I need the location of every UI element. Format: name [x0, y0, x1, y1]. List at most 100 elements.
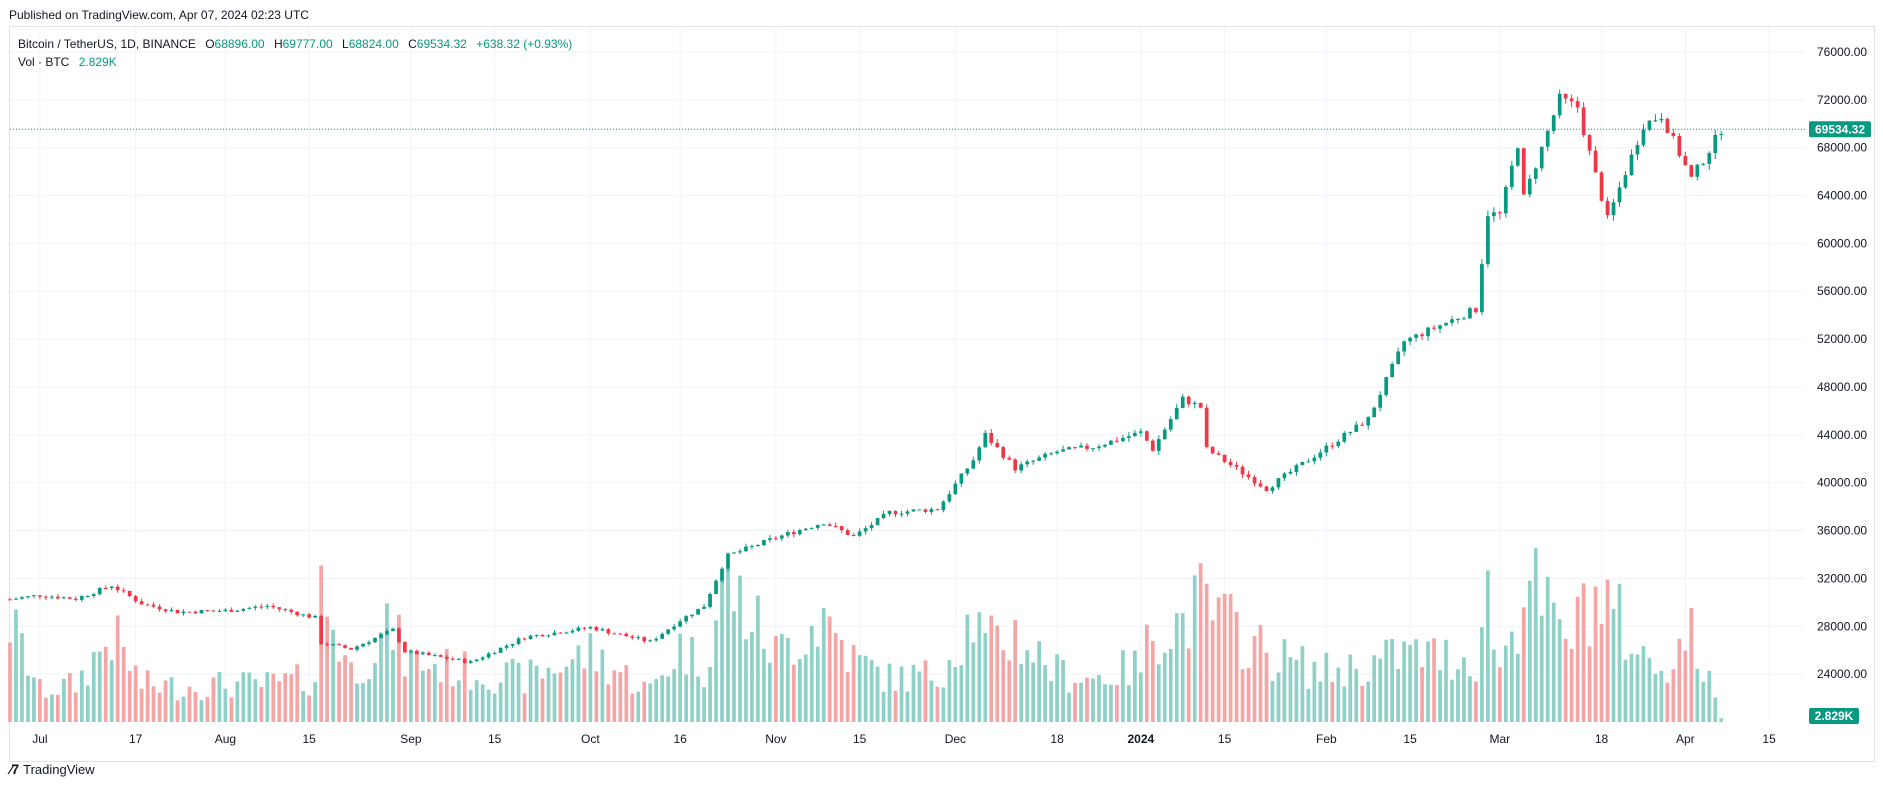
volume-bar: [971, 642, 976, 722]
candle-body: [821, 524, 826, 526]
volume-bar: [989, 615, 994, 722]
candle-body: [1138, 431, 1143, 433]
volume-bar: [1701, 681, 1706, 722]
candle-body: [1450, 319, 1454, 323]
volume-bar: [253, 679, 258, 722]
volume-bar: [1474, 681, 1478, 722]
high-key: H: [273, 37, 283, 51]
volume-bar: [1689, 607, 1694, 722]
candle-body: [1480, 263, 1484, 313]
candle-body: [1444, 322, 1448, 326]
volume-bar: [1168, 648, 1173, 722]
candle-body: [797, 530, 802, 535]
time-tick-label: Mar: [1490, 732, 1511, 746]
volume-bar: [151, 686, 156, 722]
published-header: Published on TradingView.com, Apr 07, 20…: [9, 8, 309, 22]
volume-bar: [672, 669, 677, 722]
candle-body: [1551, 115, 1556, 131]
volume-bar: [1599, 623, 1604, 722]
candle-body: [845, 530, 850, 535]
candle-body: [307, 614, 312, 618]
candle-body: [1509, 165, 1514, 187]
candle-body: [1414, 334, 1418, 338]
candle-body: [1653, 120, 1658, 122]
volume-bar: [1037, 641, 1041, 722]
volume-bar: [1019, 663, 1024, 722]
volume-bar: [953, 666, 958, 722]
volume-bar: [1210, 620, 1215, 722]
volume-bar: [337, 661, 341, 722]
candle-body: [905, 511, 910, 514]
candle-body: [1671, 132, 1676, 136]
volume-bar: [385, 603, 389, 722]
candle-body: [1115, 440, 1119, 442]
volume-bar: [1492, 649, 1496, 722]
candle-body: [1390, 363, 1395, 378]
volume-bar: [1174, 613, 1179, 722]
volume-bar: [1521, 607, 1526, 722]
candle-body: [1079, 445, 1083, 448]
volume-bar: [133, 665, 138, 722]
candle-body: [1127, 436, 1131, 438]
volume-bar: [474, 680, 479, 722]
tradingview-logo[interactable]: ⁄7 TradingView: [10, 761, 95, 777]
volume-bar: [1031, 662, 1036, 722]
volume-bar: [1049, 681, 1053, 722]
candle-body: [331, 644, 335, 646]
low-key: L: [342, 37, 349, 51]
volume-bar: [403, 676, 407, 722]
candle-body: [1025, 461, 1030, 465]
candle-body: [26, 596, 30, 598]
time-tick-label: 15: [1403, 732, 1417, 746]
candle-body: [1695, 164, 1700, 177]
candle-body: [1665, 118, 1670, 133]
candle-body: [965, 468, 970, 474]
candle-body: [1312, 457, 1317, 462]
volume-bar: [379, 632, 383, 722]
price-tick-label: 44000.00: [1817, 428, 1867, 442]
volume-bar: [762, 648, 766, 722]
price-tick-label: 56000.00: [1817, 284, 1867, 298]
candle-body: [1306, 461, 1311, 463]
candle-body: [1486, 216, 1490, 264]
volume-bar: [690, 637, 694, 722]
candle-body: [1174, 408, 1179, 420]
time-tick-label: 18: [1050, 732, 1064, 746]
volume-bar: [1306, 688, 1311, 722]
volume-bar: [570, 659, 575, 722]
candle-body: [887, 511, 892, 515]
volume-bar: [1342, 686, 1347, 722]
candle-body: [899, 513, 904, 515]
candle-body: [468, 661, 473, 663]
candle-body: [1121, 437, 1125, 442]
candle-body: [1581, 107, 1586, 136]
candle-body: [1647, 120, 1652, 130]
time-tick-label: Nov: [765, 732, 786, 746]
candle-body: [474, 659, 479, 662]
candle-body: [738, 551, 742, 553]
time-tick-label: 18: [1595, 732, 1609, 746]
volume-bar: [1061, 659, 1065, 722]
candle-body: [1282, 473, 1287, 479]
candle-body: [1192, 402, 1197, 405]
volume-bar: [1276, 672, 1281, 722]
volume-bar: [438, 682, 443, 722]
volume-bar: [444, 648, 449, 722]
volume-bar: [44, 697, 48, 722]
volume-bar: [1240, 669, 1245, 722]
candle-body: [1515, 148, 1520, 166]
price-tick-label: 68000.00: [1817, 141, 1867, 155]
volume-bar: [97, 651, 102, 722]
volume-bar: [1444, 639, 1448, 722]
volume-bar: [1025, 650, 1030, 722]
candle-body: [115, 586, 120, 591]
candle-body: [1641, 129, 1646, 145]
candle-body: [1258, 483, 1263, 487]
volume-bar: [277, 681, 282, 722]
volume-bar: [881, 691, 886, 722]
candle-body: [1246, 474, 1251, 478]
volume-bar: [594, 671, 599, 722]
volume-bar: [1228, 593, 1233, 722]
volume-bar: [1294, 659, 1299, 722]
